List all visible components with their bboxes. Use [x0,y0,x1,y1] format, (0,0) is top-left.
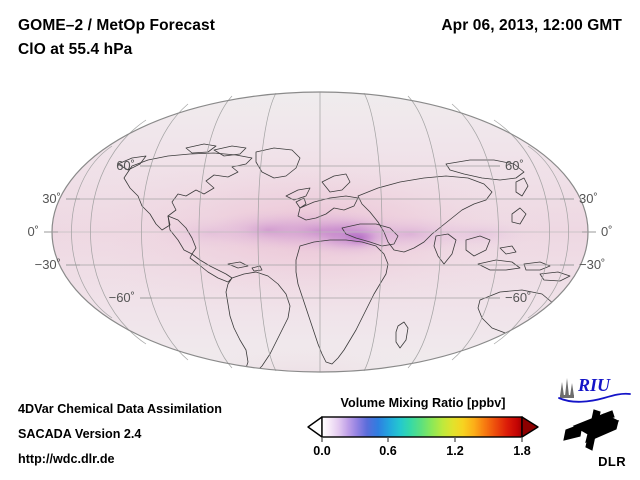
lat-label-60-right: 60˚ [505,158,524,173]
colorbar-min-arrow [307,416,323,438]
colorbar-tick-3: 1.8 [513,444,531,458]
lat-label-60-left: 60˚ [116,158,135,173]
footer-url-link[interactable]: http://wdc.dlr.de [18,452,115,466]
lat-label-m60-right: −60˚ [505,290,531,305]
lat-label-m30-left: −30˚ [35,257,61,272]
graticule [52,92,588,372]
colorbar-max-arrow [521,416,539,438]
lat-label-m60-left: −60˚ [109,290,135,305]
dlr-mark-icon [563,409,620,451]
colorbar-tick-2: 1.2 [446,444,464,458]
page-subtitle: ClO at 55.4 hPa [18,41,133,58]
mollweide-map: 60˚ 60˚ 30˚ 30˚ 0˚ 0˚ −30˚ −30˚ −60˚ −60… [27,91,613,373]
colorbar-title: Volume Mixing Ratio [ppbv] [340,396,506,410]
page-title: GOME–2 / MetOp Forecast [18,17,215,34]
global-map-panel: 60˚ 60˚ 30˚ 30˚ 0˚ 0˚ −30˚ −30˚ −60˚ −60… [0,78,640,388]
footer-assimilation-label: 4DVar Chemical Data Assimilation [18,402,222,416]
latitude-labels: 60˚ 60˚ 30˚ 30˚ 0˚ 0˚ −30˚ −30˚ −60˚ −60… [27,158,612,305]
footer-version-label: SACADA Version 2.4 [18,427,142,441]
lat-label-0-right: 0˚ [601,224,613,239]
dlr-label: DLR [598,454,626,469]
riu-stack-icon [560,378,574,398]
latitude-ticks [44,165,596,299]
lat-label-m30-right: −30˚ [579,257,605,272]
colorbar-bar [321,416,523,438]
riu-logo: RIU [556,374,632,404]
forecast-datetime: Apr 06, 2013, 12:00 GMT [441,17,622,34]
lat-label-0-left: 0˚ [27,224,39,239]
dlr-logo: DLR [560,406,632,469]
riu-wordmark: RIU [577,375,611,395]
map-data-field [52,92,588,372]
colorbar-tick-1: 0.6 [379,444,397,458]
lat-label-30-left: 30˚ [42,191,61,206]
colorbar-gradient [307,416,539,442]
colorbar-tick-0: 0.0 [313,444,331,458]
colorbar-tick-labels: 0.0 0.6 1.2 1.8 [306,444,540,464]
lat-label-30-right: 30˚ [579,191,598,206]
riu-swoosh-icon [558,392,631,403]
colorbar-ticks [321,437,523,442]
colorbar: Volume Mixing Ratio [ppbv] [306,396,540,474]
